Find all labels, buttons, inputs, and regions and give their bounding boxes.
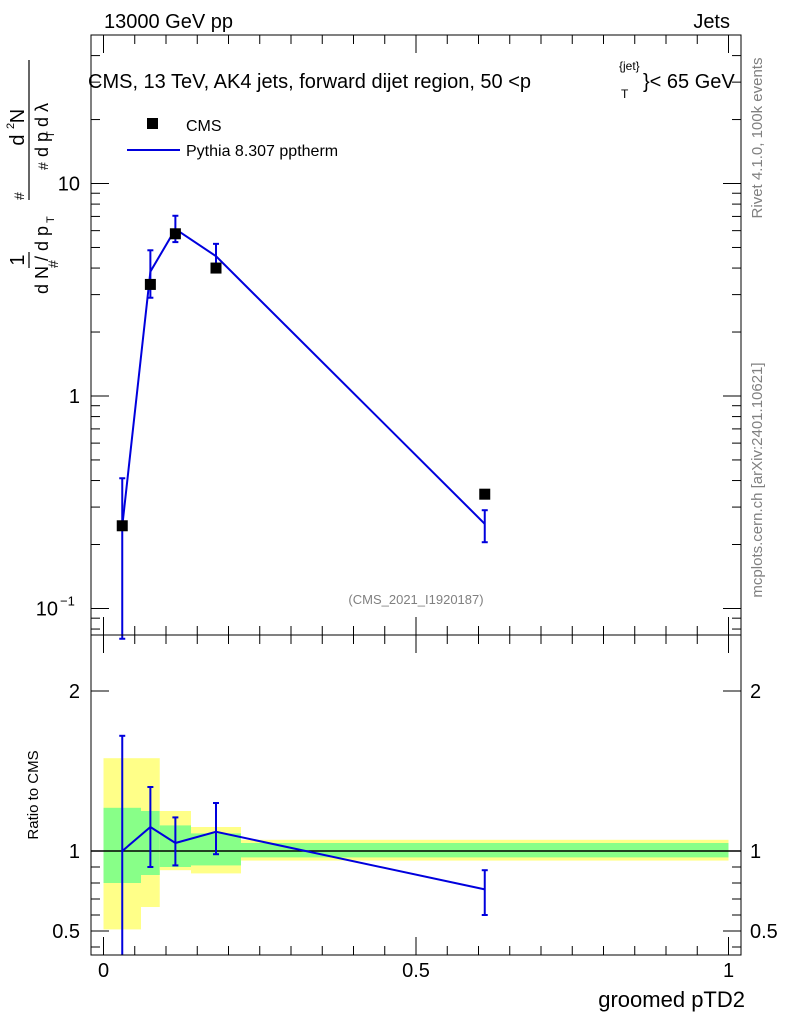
ratio-y-tick-label-right: 2	[750, 681, 761, 703]
x-tick-labels: 0 0.5 1	[98, 960, 734, 982]
ratio-plot-frame	[90, 634, 742, 956]
main-y-tick-label: 10	[58, 174, 80, 196]
x-tick-label: 1	[723, 960, 734, 982]
x-tick-label: 0	[98, 960, 109, 982]
cms-data-point	[116, 520, 128, 532]
main-axis-ticks	[91, 34, 741, 635]
ratio-band-inner	[241, 843, 729, 858]
title-subscript: T	[621, 87, 629, 101]
cms-data-series	[116, 228, 491, 532]
svg-text:#: #	[35, 162, 51, 170]
mc-errorbar-ratio	[172, 816, 179, 867]
ratio-uncertainty-bands	[103, 758, 729, 930]
main-y-axis-label: 1 d N / d p T # d 2 N d p d λ T # #	[5, 60, 61, 294]
legend-mc-label: Pythia 8.307 pptherm	[186, 143, 338, 160]
svg-text:d N / d p: d N / d p	[32, 226, 52, 294]
mc-series-main	[119, 214, 488, 640]
svg-text:2: 2	[5, 123, 17, 129]
chart-title: CMS, 13 TeV, AK4 jets, forward dijet reg…	[88, 71, 531, 93]
x-tick-label: 0.5	[402, 960, 430, 982]
ratio-y-tick-label: 1	[69, 841, 80, 863]
ratio-y-axis-label: Ratio to CMS	[25, 750, 42, 839]
legend-cms-marker	[147, 118, 158, 129]
title-end: }< 65 GeV	[643, 71, 735, 93]
legend: CMS Pythia 8.307 pptherm	[127, 118, 338, 160]
svg-text:T: T	[45, 216, 57, 223]
ratio-y-tick-label: 0.5	[52, 921, 80, 943]
main-y-tick-label: 10	[36, 598, 58, 620]
main-y-tick-label: 1	[69, 386, 80, 408]
header-top-right: Jets	[693, 11, 730, 33]
ratio-plot-panel: 0.5 0.51 12 2 0 0.5 1	[52, 634, 778, 982]
header-top-left: 13000 GeV pp	[104, 11, 233, 33]
svg-text:#: #	[45, 260, 61, 268]
mc-line-main	[121, 227, 486, 526]
mc-errorbar-ratio	[481, 869, 488, 916]
cms-data-point	[144, 278, 156, 290]
x-axis-label: groomed pTD2	[598, 987, 745, 1012]
mc-series-ratio	[119, 734, 488, 955]
mcplots-label: mcplots.cern.ch [arXiv:2401.10621]	[749, 362, 766, 597]
cms-data-point	[479, 488, 491, 500]
mc-errorbar-ratio	[119, 734, 126, 955]
svg-text:d: d	[7, 134, 29, 145]
mc-errorbar-main	[481, 509, 488, 544]
ratio-y-tick-label-right: 1	[750, 841, 761, 863]
analysis-watermark: (CMS_2021_I1920187)	[348, 592, 483, 607]
main-y-tick-exponent: −1	[60, 593, 75, 608]
svg-text:#: #	[11, 192, 27, 200]
rivet-label: Rivet 4.1.0, 100k events	[749, 58, 766, 219]
legend-cms-label: CMS	[186, 118, 222, 135]
ratio-y-tick-labels: 0.5 0.5 1 1 2 2	[52, 681, 778, 943]
mc-errorbar-ratio	[147, 786, 154, 868]
svg-text:d p d λ: d p d λ	[32, 103, 52, 157]
svg-text:N: N	[7, 109, 29, 123]
title-superscript: {jet}	[619, 59, 640, 73]
cms-data-point	[169, 228, 181, 240]
mc-errorbar-main	[119, 477, 126, 640]
ratio-axis-ticks	[91, 635, 741, 955]
ratio-y-tick-label: 2	[69, 681, 80, 703]
ratio-y-tick-label-right: 0.5	[750, 921, 778, 943]
cms-data-point	[210, 262, 222, 274]
svg-text:T: T	[45, 131, 57, 138]
mc-errorbar-ratio	[213, 802, 219, 856]
svg-text:1: 1	[7, 254, 29, 265]
